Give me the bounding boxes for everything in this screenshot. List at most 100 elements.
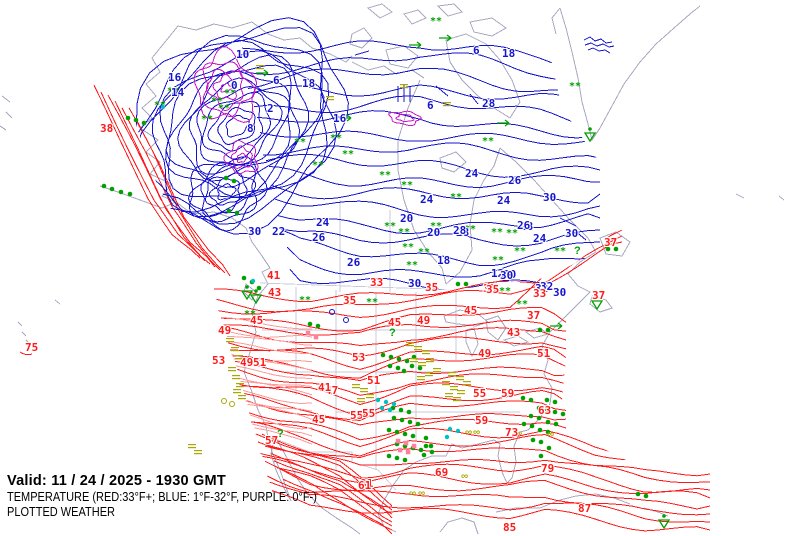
- contour-line: [259, 130, 601, 147]
- fog-station-icon: [256, 65, 264, 70]
- rain-station-icon: [133, 117, 139, 123]
- contour-label: 59: [501, 387, 514, 400]
- rain-station-icon: [223, 175, 229, 181]
- contour-label: 20: [400, 212, 413, 225]
- fog-bar: [232, 378, 240, 380]
- snow-glyph: **: [516, 299, 528, 310]
- haze-glyph: ∞: [473, 427, 480, 438]
- fog-bar: [188, 444, 196, 446]
- fog-station-icon: [456, 376, 464, 381]
- rain-station-icon: [552, 409, 558, 415]
- contour-line: [279, 468, 393, 531]
- fog-bar: [450, 386, 458, 388]
- rain-station-icon: [415, 421, 421, 427]
- contour-line: [225, 114, 250, 138]
- rain-station-icon: [399, 417, 405, 423]
- contour-label: 38: [100, 122, 113, 135]
- contour-line: [282, 478, 393, 535]
- rain-station-icon: [406, 409, 412, 415]
- snow-glyph: **: [299, 295, 311, 306]
- contour-line: [213, 241, 623, 303]
- contour-fragment: [573, 229, 587, 241]
- snow-station-icon: **: [514, 246, 526, 257]
- pink-square: [305, 330, 311, 336]
- rain-dot: [463, 281, 469, 287]
- rain-station-icon: [380, 352, 386, 358]
- snow-station-icon: **: [379, 170, 391, 181]
- blue-ring: [343, 317, 349, 323]
- contour-line: [193, 46, 258, 123]
- rain-station-icon: [529, 423, 535, 429]
- fog-bar: [448, 375, 456, 377]
- fog-bar: [238, 398, 246, 400]
- pink-square: [313, 334, 319, 340]
- rain-dot: [407, 419, 413, 425]
- snow-station-icon: **: [430, 16, 442, 27]
- rain-station-icon: [418, 447, 424, 453]
- contour-label: 35: [425, 281, 438, 294]
- contour-line: [262, 455, 711, 499]
- drizzle-station-icon: ?: [277, 428, 284, 440]
- cyan-dot: [444, 434, 450, 440]
- rain-dot: [109, 186, 115, 192]
- rain-dot: [402, 457, 408, 463]
- contour-line: [217, 183, 237, 201]
- contour-label: 55: [473, 387, 486, 400]
- snow-station-icon: **: [402, 242, 414, 253]
- snow-station-icon: **: [492, 255, 504, 266]
- contour-line: [136, 35, 328, 218]
- drizzle-station-icon: ?: [574, 245, 581, 257]
- contour-line: [205, 68, 244, 112]
- contour-line: [254, 427, 313, 445]
- snow-station-icon: **: [299, 295, 311, 306]
- snow-glyph: **: [366, 297, 378, 308]
- snow-glyph: **: [312, 160, 324, 171]
- coastline-hudson-bay: [397, 79, 501, 285]
- haze-glyph: ∞: [418, 488, 425, 499]
- station-dot-cyan: [375, 397, 381, 403]
- drizzle-glyph: ?: [277, 428, 284, 440]
- rain-station-icon: [635, 491, 641, 497]
- fog-station-icon: [232, 375, 240, 380]
- rain-dot: [394, 429, 400, 435]
- snow-glyph: **: [379, 170, 391, 181]
- fog-station-icon: [400, 84, 408, 89]
- haze-station-icon: ∞: [473, 427, 480, 438]
- snow-station-icon: **: [398, 227, 410, 238]
- valid-time-text: Valid: 11 / 24 / 2025 - 1930 GMT: [7, 472, 226, 489]
- station-dot-cyan: [160, 104, 166, 110]
- contour-label: 16: [333, 112, 347, 125]
- fog-station-icon: [414, 346, 422, 351]
- contour-line: [255, 433, 711, 477]
- contour-label: 26: [517, 219, 531, 232]
- contour-label: 22: [272, 225, 285, 238]
- fog-bar: [357, 401, 365, 403]
- coastline-greenland: [551, 5, 701, 142]
- rain-station-icon: [553, 421, 559, 427]
- rain-station-icon: [404, 358, 410, 364]
- fog-bar: [233, 392, 241, 394]
- contour-label: 43: [268, 286, 281, 299]
- contour-label: 51: [537, 347, 551, 360]
- contour-line: [252, 423, 313, 437]
- contour-label: 33: [533, 287, 546, 300]
- fog-station-icon: [425, 372, 433, 377]
- haze-station-icon: ∞: [418, 488, 425, 499]
- contour-line: [251, 421, 711, 459]
- rain-dot: [537, 327, 543, 333]
- station-square-pink: [395, 438, 401, 444]
- fog-bar: [457, 390, 465, 392]
- contour-line: [276, 467, 393, 527]
- fog-bar: [417, 376, 425, 378]
- contour-line: [93, 84, 201, 259]
- haze-glyph: ∞: [515, 428, 522, 439]
- rain-dot: [398, 407, 404, 413]
- contour-label: 28: [456, 226, 469, 239]
- drizzle-glyph: ?: [389, 327, 396, 339]
- rain-dot: [315, 323, 321, 329]
- snow-station-icon: **: [312, 160, 324, 171]
- contour-line: [151, 39, 330, 213]
- contour-label: 41: [318, 381, 332, 394]
- station-dot-cyan: [250, 278, 256, 284]
